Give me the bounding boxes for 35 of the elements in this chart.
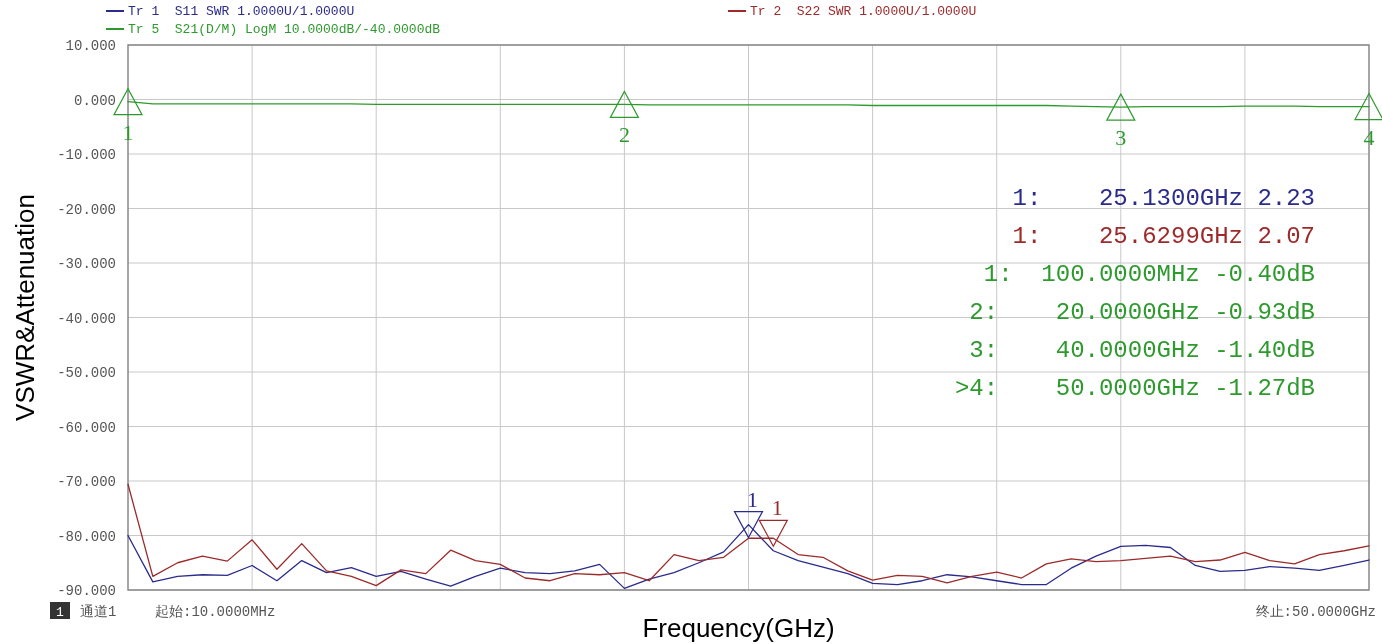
annotation: 1: 25.1300GHz 2.23 <box>1012 185 1315 212</box>
annotation: 1: 25.6299GHz 2.07 <box>1012 223 1315 250</box>
point <box>113 88 143 116</box>
point <box>1354 92 1382 121</box>
text: 通道1 <box>80 604 117 620</box>
series-label: 3 <box>1115 125 1127 151</box>
y-tick-label: -70.000 <box>57 474 116 490</box>
x-axis-title: Frequency(GHz) <box>642 613 835 643</box>
series-label: 1 <box>122 119 134 145</box>
y-tick-label: -50.000 <box>57 365 116 381</box>
y-tick-label: -40.000 <box>57 310 116 327</box>
series-label: 1 <box>747 486 758 512</box>
point <box>733 511 764 539</box>
point <box>758 519 788 547</box>
series-label: 1 <box>771 495 783 521</box>
y-tick-label: -10.000 <box>57 147 116 163</box>
y-tick-label: -30.000 <box>57 256 116 272</box>
y-tick-label: -80.000 <box>57 528 116 545</box>
point <box>1106 93 1136 121</box>
y-tick-label: 0.000 <box>73 92 116 109</box>
y-tick-label: 10.000 <box>65 38 116 54</box>
series-label: 2 <box>618 122 630 148</box>
annotation: 2: 20.0000GHz -0.93dB <box>969 299 1315 326</box>
annotation: >4: 50.0000GHz -1.27dB <box>954 375 1315 402</box>
y-tick-label: -60.000 <box>57 419 116 436</box>
y-tick-label: -90.000 <box>57 583 116 599</box>
text: 1 <box>56 605 65 620</box>
series-label: 4 <box>1363 124 1375 150</box>
text: 起始:10.0000MHz <box>155 604 276 620</box>
y-tick-label: -20.000 <box>57 201 116 218</box>
text: 终止:50.0000GHz <box>1255 604 1376 620</box>
annotation: 1: 100.0000MHz -0.40dB <box>983 261 1315 288</box>
y-axis-title: VSWR&Attenuation <box>10 194 40 421</box>
annotation: 3: 40.0000GHz -1.40dB <box>969 337 1315 364</box>
point <box>609 90 639 119</box>
